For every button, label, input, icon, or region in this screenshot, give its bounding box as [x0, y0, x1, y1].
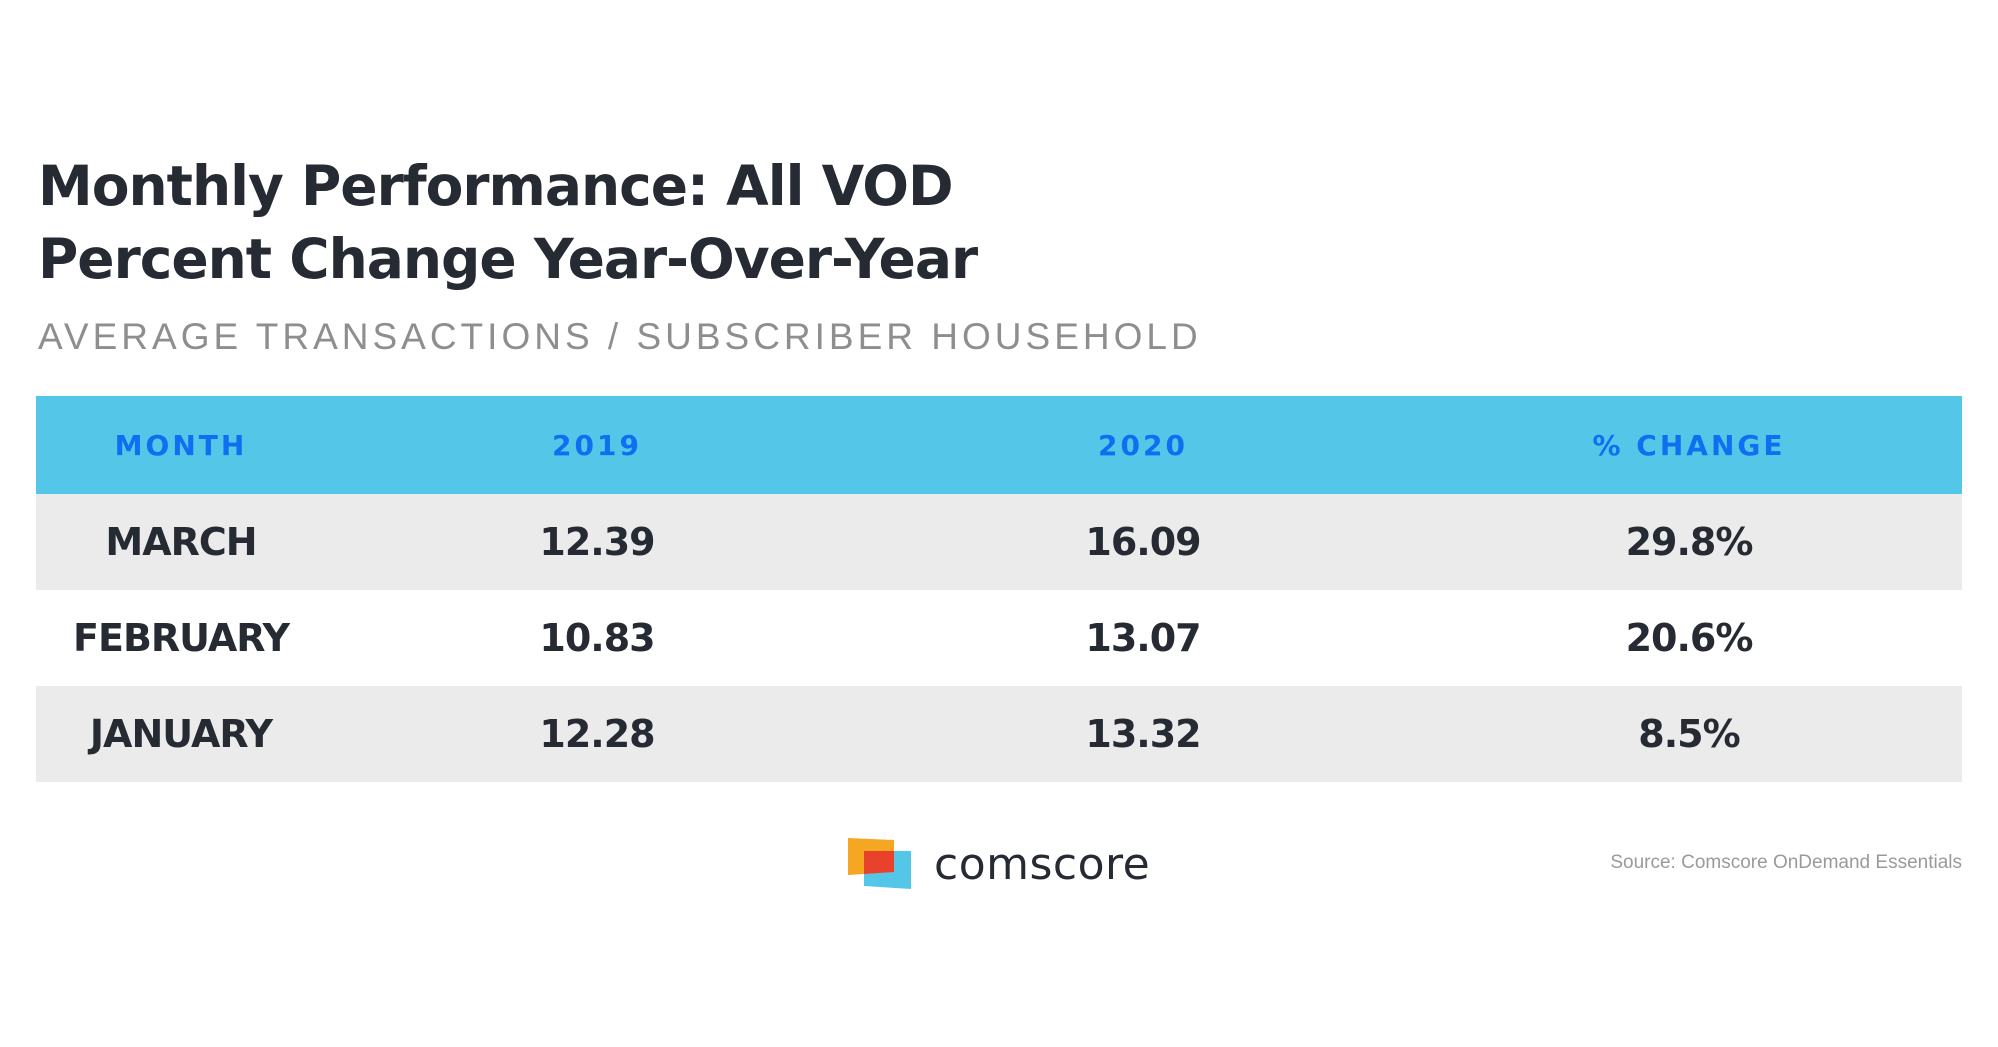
cell-2019: 12.39 [539, 520, 655, 564]
cell-change: 8.5% [1638, 712, 1740, 756]
title-line-1: Monthly Performance: All VOD [38, 154, 954, 218]
cell-change: 29.8% [1625, 520, 1754, 564]
data-table: MONTH 2019 2020 % CHANGE MARCH 12.39 16.… [36, 396, 1962, 782]
header-month: MONTH [114, 428, 248, 462]
header-change: % CHANGE [1592, 428, 1786, 462]
logo-wordmark: comscore [934, 838, 1151, 890]
table-row: FEBRUARY 10.83 13.07 20.6% [36, 590, 1962, 686]
header-2019: 2019 [552, 428, 642, 462]
cell-2019: 12.28 [539, 712, 655, 756]
source-note: Source: Comscore OnDemand Essentials [1610, 852, 1962, 873]
cell-2019: 10.83 [539, 616, 655, 660]
title-line-2: Percent Change Year-Over-Year [38, 227, 978, 291]
table-row: JANUARY 12.28 13.32 8.5% [36, 686, 1962, 782]
page-title: Monthly Performance: All VOD Percent Cha… [38, 150, 978, 296]
comscore-logo-icon [848, 838, 911, 889]
cell-change: 20.6% [1625, 616, 1754, 660]
table-header-row: MONTH 2019 2020 % CHANGE [36, 396, 1962, 494]
cell-month: MARCH [105, 520, 257, 564]
cell-2020: 13.32 [1085, 712, 1201, 756]
cell-2020: 16.09 [1085, 520, 1201, 564]
cell-2020: 13.07 [1085, 616, 1201, 660]
comscore-logo: comscore [848, 838, 1150, 890]
table-row: MARCH 12.39 16.09 29.8% [36, 494, 1962, 590]
cell-month: JANUARY [89, 712, 273, 756]
subtitle: AVERAGE TRANSACTIONS / SUBSCRIBER HOUSEH… [38, 316, 1202, 357]
cell-month: FEBRUARY [73, 616, 290, 660]
header-2020: 2020 [1098, 428, 1188, 462]
